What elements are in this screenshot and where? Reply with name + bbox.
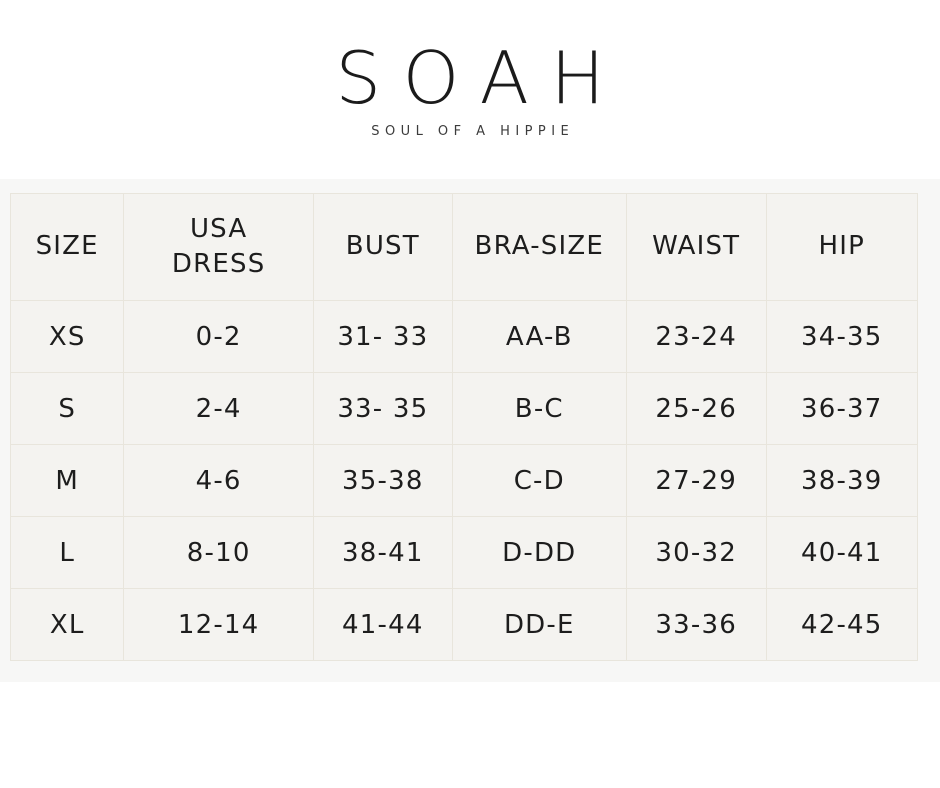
column-header-hip: HIP <box>765 193 919 301</box>
column-header-label: BUST <box>345 231 420 262</box>
table-cell-bra-size: B-C <box>451 372 627 445</box>
column-header-label: SIZE <box>35 231 99 262</box>
column-header-usa-dress: USA DRESS <box>123 193 314 301</box>
size-row-m: M 4-6 35-38 C-D 27-29 38-39 <box>9 444 919 517</box>
header-row: SIZE USA DRESS BUST BRA-SIZE WAIST HIP <box>9 193 919 301</box>
column-header-size: SIZE <box>9 193 125 301</box>
table-cell-size: S <box>9 372 125 445</box>
table-cell-bra-size: C-D <box>451 444 627 517</box>
table-cell-usa-dress: 0-2 <box>123 300 314 373</box>
table-cell-hip: 42-45 <box>765 588 919 661</box>
table-cell-hip: 40-41 <box>765 516 919 589</box>
brand-tagline: SOUL OF A HIPPIE <box>371 124 575 139</box>
table-cell-waist: 25-26 <box>625 372 767 445</box>
table-cell-usa-dress: 12-14 <box>123 588 314 661</box>
size-row-l: L 8-10 38-41 D-DD 30-32 40-41 <box>9 516 919 589</box>
table-cell-usa-dress: 2-4 <box>123 372 314 445</box>
size-row-xl: XL 12-14 41-44 DD-E 33-36 42-45 <box>9 588 919 661</box>
table-cell-usa-dress: 8-10 <box>123 516 314 589</box>
size-chart-table: SIZE USA DRESS BUST BRA-SIZE WAIST HIP X… <box>9 193 919 661</box>
table-cell-waist: 27-29 <box>625 444 767 517</box>
table-cell-waist: 33-36 <box>625 588 767 661</box>
table-cell-bra-size: AA-B <box>451 300 627 373</box>
table-cell-size: M <box>9 444 125 517</box>
table-cell-usa-dress: 4-6 <box>123 444 314 517</box>
brand-header: SOAH SOUL OF A HIPPIE <box>0 0 940 139</box>
size-row-xs: XS 0-2 31- 33 AA-B 23-24 34-35 <box>9 300 919 373</box>
table-cell-waist: 23-24 <box>625 300 767 373</box>
column-header-label: WAIST <box>652 231 741 262</box>
table-cell-bust: 35-38 <box>312 444 453 517</box>
table-cell-size: L <box>9 516 125 589</box>
table-cell-bust: 33- 35 <box>312 372 453 445</box>
brand-logo: SOAH <box>335 36 627 120</box>
size-chart-band: SIZE USA DRESS BUST BRA-SIZE WAIST HIP X… <box>0 179 940 682</box>
column-header-label: BRA-SIZE <box>474 231 604 262</box>
size-row-s: S 2-4 33- 35 B-C 25-26 36-37 <box>9 372 919 445</box>
table-cell-hip: 34-35 <box>765 300 919 373</box>
column-header-waist: WAIST <box>625 193 767 301</box>
table-cell-bust: 41-44 <box>312 588 453 661</box>
table-cell-hip: 38-39 <box>765 444 919 517</box>
column-header-label: USA DRESS <box>171 213 266 279</box>
column-header-bra-size: BRA-SIZE <box>451 193 627 301</box>
table-cell-bust: 38-41 <box>312 516 453 589</box>
table-cell-hip: 36-37 <box>765 372 919 445</box>
table-cell-waist: 30-32 <box>625 516 767 589</box>
table-cell-bra-size: DD-E <box>451 588 627 661</box>
table-cell-bra-size: D-DD <box>451 516 627 589</box>
table-cell-bust: 31- 33 <box>312 300 453 373</box>
column-header-label: HIP <box>818 231 865 262</box>
column-header-bust: BUST <box>312 193 453 301</box>
table-cell-size: XS <box>9 300 125 373</box>
table-cell-size: XL <box>9 588 125 661</box>
